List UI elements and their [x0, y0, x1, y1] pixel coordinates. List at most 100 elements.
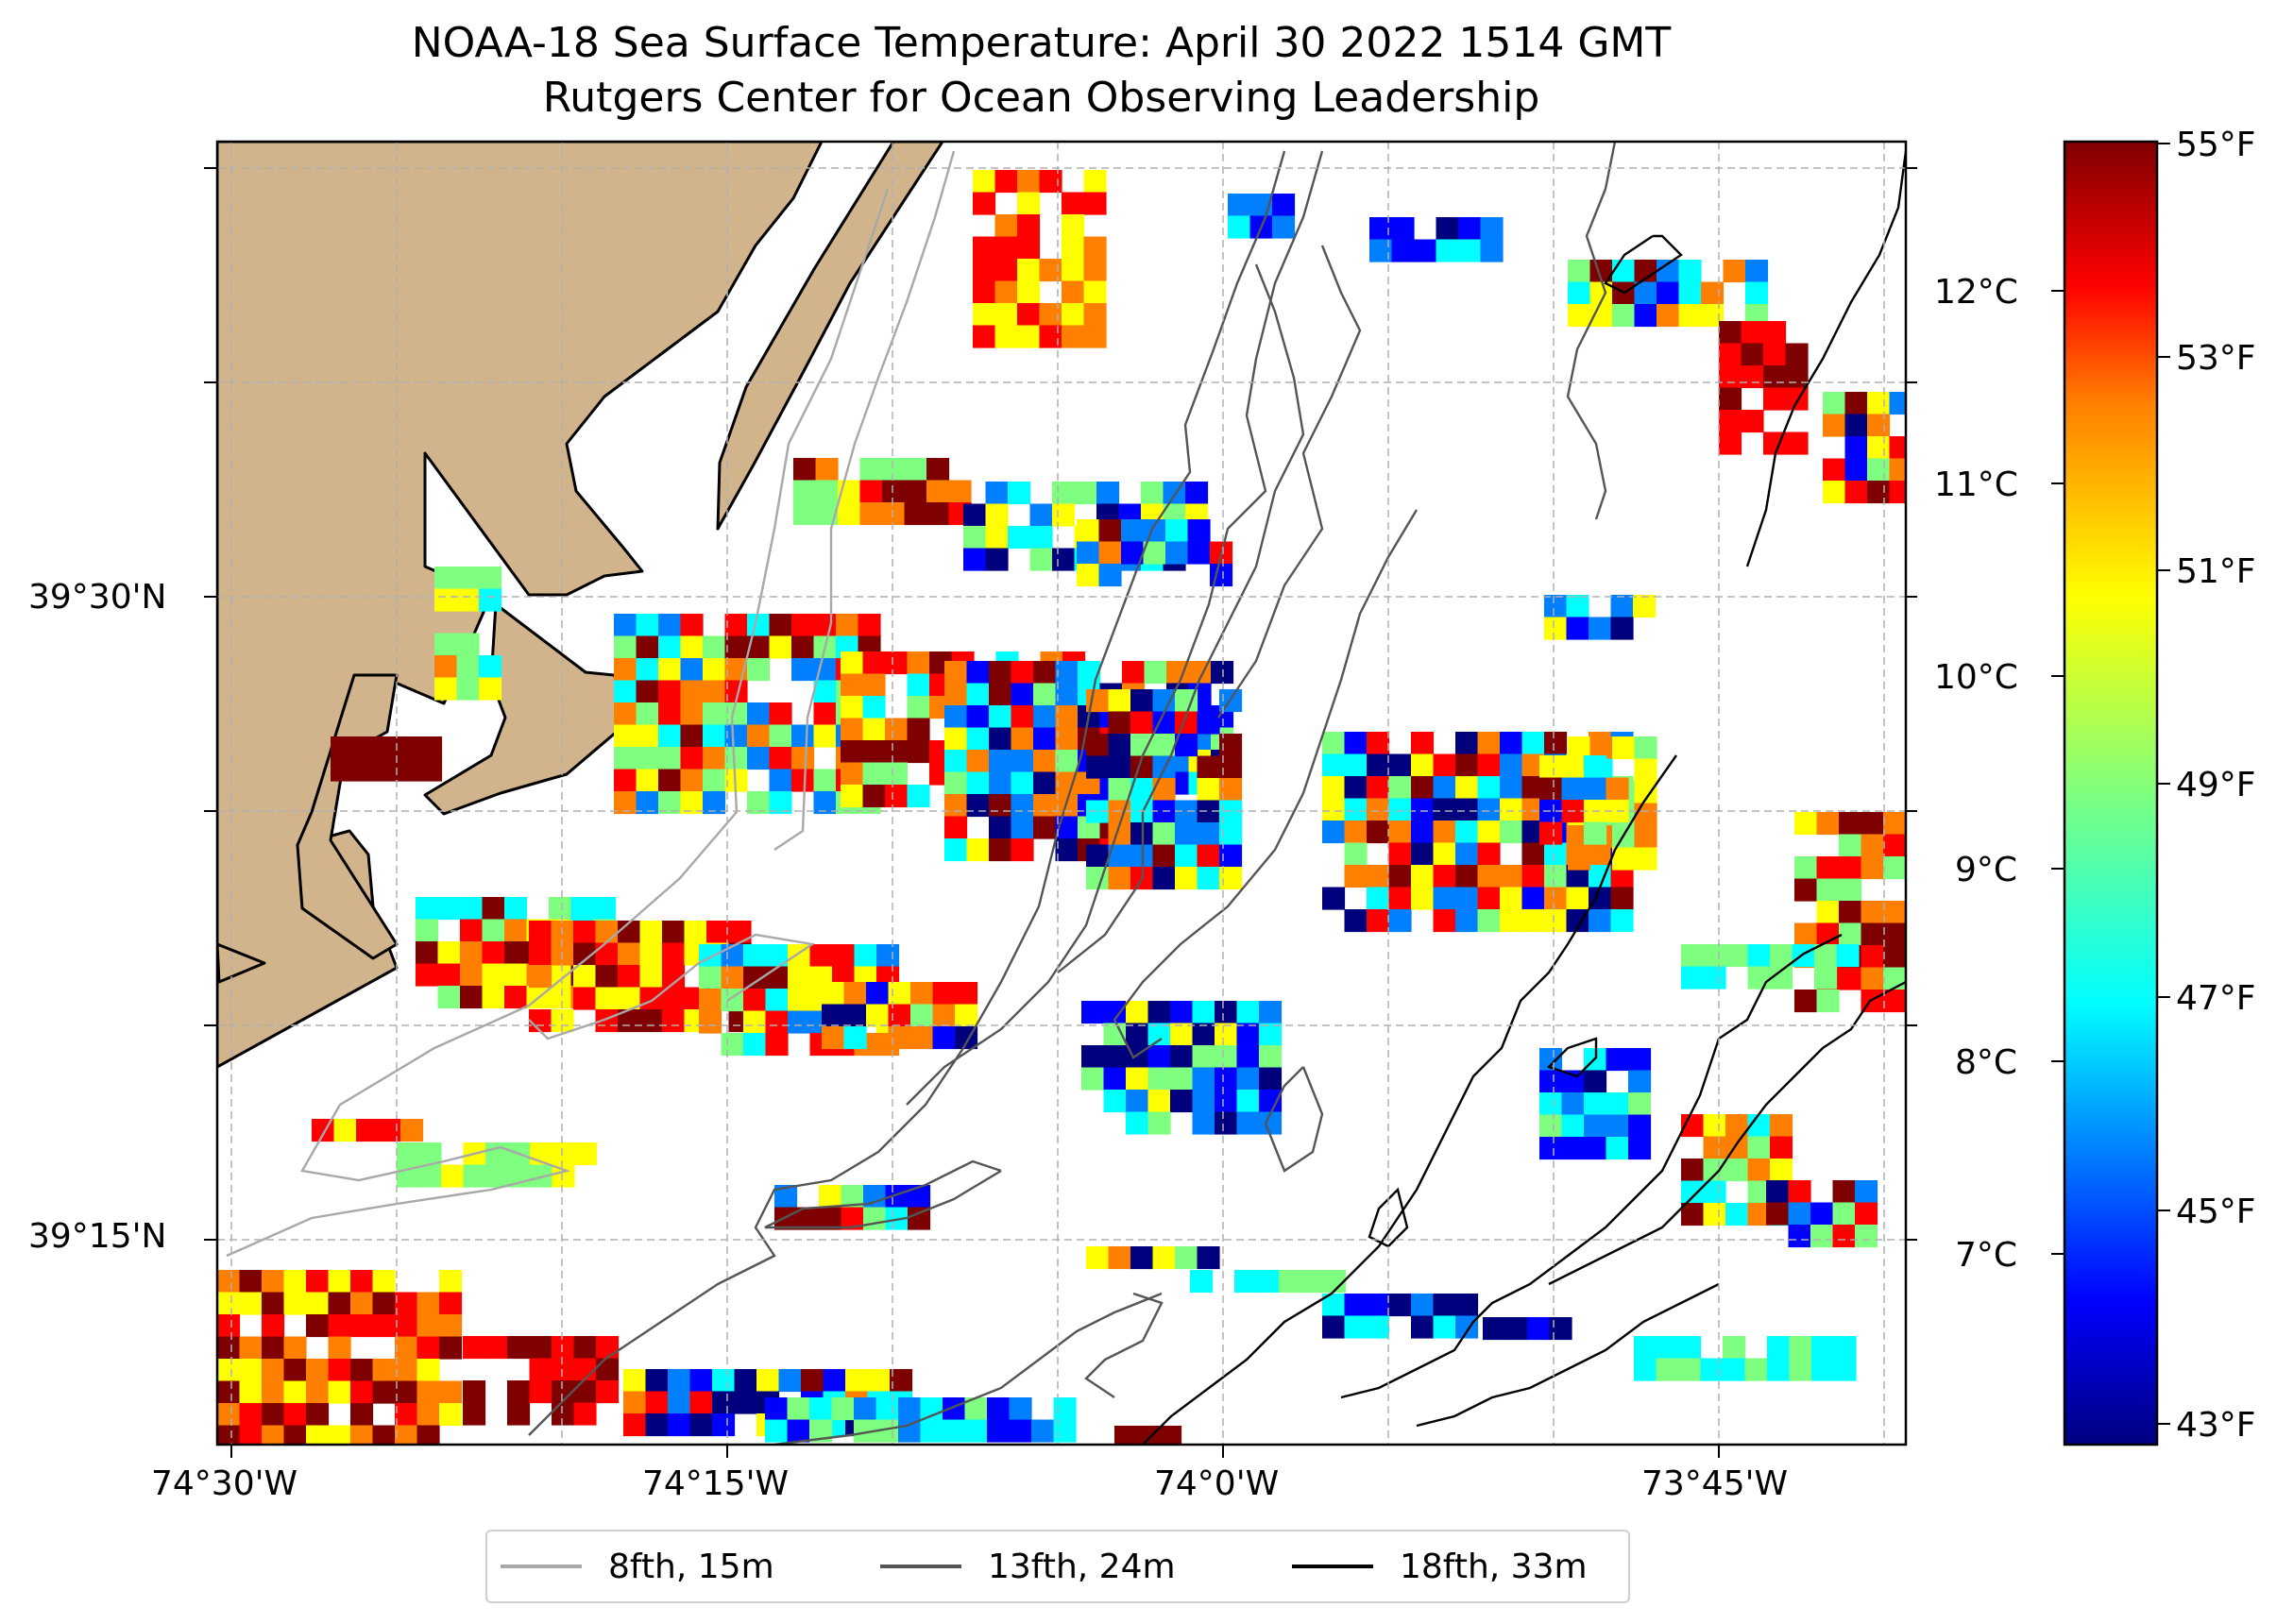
sst-pixel [866, 1004, 890, 1027]
legend-item-24m: 13fth, 24m [880, 1531, 1176, 1601]
sst-pixel [1544, 865, 1568, 888]
sst-pixel [1861, 967, 1884, 990]
sst-pixel [1126, 1111, 1149, 1135]
sst-pixel [419, 736, 443, 760]
contour-15m-upper [773, 150, 956, 851]
sst-pixel [1883, 856, 1906, 880]
sst-pixel [994, 259, 1018, 282]
sst-pixel [1606, 1092, 1629, 1116]
sst-pixel [966, 727, 990, 751]
lon-label: 73°45'W [1641, 1464, 1789, 1503]
sst-pixel [1816, 812, 1840, 836]
sst-pixel [1017, 236, 1041, 260]
sst-pixel [434, 655, 458, 679]
sst-pixel [1197, 867, 1220, 890]
sst-pixel [1703, 1114, 1726, 1138]
sst-pixel [1344, 865, 1368, 888]
sst-pixel [552, 1358, 575, 1381]
sst-pixel [1259, 1067, 1283, 1091]
sst-pixel [1388, 798, 1412, 821]
sst-pixel [1236, 1067, 1260, 1091]
sst-pixel [888, 1004, 911, 1027]
sst-pixel [1215, 1067, 1238, 1091]
celsius-label: 8°C [1955, 1043, 2018, 1082]
sst-pixel [479, 655, 502, 679]
sst-pixel [482, 986, 505, 1009]
sst-pixel [944, 727, 968, 751]
sst-pixel [1433, 798, 1456, 821]
sst-pixel [1098, 519, 1122, 543]
sst-pixel [1480, 217, 1504, 241]
sst-pixel [813, 769, 837, 792]
sst-pixel [1017, 170, 1041, 194]
sst-pixel [989, 661, 1012, 685]
sst-pixel [1612, 736, 1636, 760]
sst-pixel [1388, 820, 1412, 844]
sst-pixel [262, 1270, 285, 1294]
sst-pixel [1584, 1114, 1607, 1138]
sst-pixel [932, 1026, 956, 1050]
sst-pixel [1391, 239, 1415, 262]
sst-pixel [1259, 1001, 1283, 1024]
sst-pixel [552, 1380, 575, 1404]
sst-pixel [1500, 909, 1523, 933]
sst-pixel [791, 747, 815, 770]
sst-pixel [1272, 194, 1296, 217]
sst-pixel [1889, 436, 1906, 460]
sst-pixel [416, 963, 439, 987]
sst-pixel [1322, 1315, 1346, 1339]
sst-pixel [1052, 548, 1076, 571]
sst-pixel [239, 1270, 263, 1294]
sst-pixel [1839, 812, 1862, 836]
sst-pixel [1236, 1023, 1260, 1046]
sst-pixel [1388, 865, 1412, 888]
sst-pixel [485, 1142, 509, 1166]
sst-pixel [262, 1403, 285, 1427]
sst-pixel [1130, 734, 1154, 757]
sst-pixel [680, 614, 704, 637]
sst-pixel [596, 1380, 620, 1404]
sst-pixel [1544, 887, 1568, 910]
sst-pixel [1122, 661, 1146, 685]
sst-pixel [645, 1369, 669, 1393]
sst-pixel [1011, 661, 1034, 685]
sst-pixel [1561, 1114, 1585, 1138]
sst-pixel [593, 897, 617, 921]
sst-pixel [866, 982, 890, 1006]
legend-line-24m [880, 1565, 961, 1568]
sst-pixel [747, 614, 771, 637]
sst-pixel [1170, 1001, 1194, 1024]
sst-pixel [1561, 777, 1585, 801]
contour-24m-h [773, 1292, 1163, 1445]
sst-pixel [217, 1314, 241, 1338]
sst-pixel [507, 1380, 531, 1404]
sst-pixel [1017, 280, 1041, 304]
sst-pixel [1789, 1336, 1812, 1360]
sst-pixel [645, 1413, 669, 1437]
sst-pixel [1747, 944, 1771, 968]
sst-pixel [460, 919, 484, 942]
sst-pixel [596, 1358, 620, 1381]
legend-item-15m: 8fth, 15m [501, 1531, 774, 1601]
sst-pixel [1656, 1336, 1679, 1360]
sst-pixel [1433, 865, 1456, 888]
sst-pixel [658, 680, 682, 703]
sst-pixel [1816, 878, 1840, 902]
sst-pixel [614, 680, 637, 703]
sst-pixel [801, 1369, 824, 1393]
sst-pixel [283, 1270, 307, 1294]
sst-pixel [1052, 503, 1076, 527]
sst-pixel [1130, 1246, 1154, 1270]
sst-pixel [1678, 1336, 1702, 1360]
sst-pixel [1192, 1001, 1215, 1024]
sst-pixel [791, 658, 815, 682]
sst-pixel [439, 1314, 463, 1338]
sst-pixel [350, 1425, 374, 1445]
sst-pixel [283, 1403, 307, 1427]
sst-pixel [1610, 909, 1634, 933]
sst-pixel [989, 750, 1012, 773]
sst-pixel [1883, 812, 1906, 836]
sst-pixel [463, 1402, 486, 1426]
sst-pixel [1033, 705, 1057, 729]
sst-pixel [1703, 966, 1726, 990]
